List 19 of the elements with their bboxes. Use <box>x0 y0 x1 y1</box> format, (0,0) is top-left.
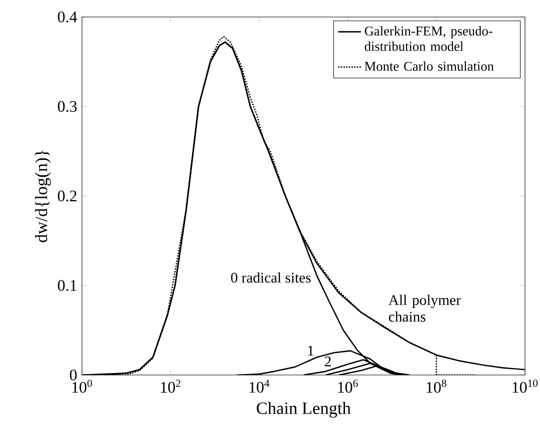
y-tick-label: 0.2 <box>58 190 76 202</box>
x-tick-label: 10$^{6}$ <box>338 380 358 393</box>
y-tick-label: 0.4 <box>58 12 78 22</box>
annotation: 2 <box>324 356 331 366</box>
x-tick-label: 10$^{2}$ <box>161 380 180 393</box>
x-tick-label: 10$^{4}$ <box>250 380 270 393</box>
annotation: 1 <box>308 346 314 356</box>
legend-label: Galerkin-FEM, pseudo-distribution model <box>364 26 492 51</box>
annotation: 0 radical sites <box>231 272 311 283</box>
x-axis-title: Chain Length <box>256 402 351 418</box>
y-tick-label: 0.3 <box>58 101 77 112</box>
y-axis-title: dw/d{log(n)} <box>35 150 51 242</box>
annotation: All polymer chains <box>388 294 461 322</box>
x-tick-label: 10$^{0}$ <box>72 380 92 393</box>
y-tick-label: 0 <box>70 370 77 380</box>
y-tick-label: 0.1 <box>58 280 76 291</box>
x-tick-label: 10$^{10}$ <box>512 380 538 393</box>
x-tick-label: 10$^{8}$ <box>426 380 446 393</box>
legend-label: Monte Carlo simulation <box>364 61 494 71</box>
